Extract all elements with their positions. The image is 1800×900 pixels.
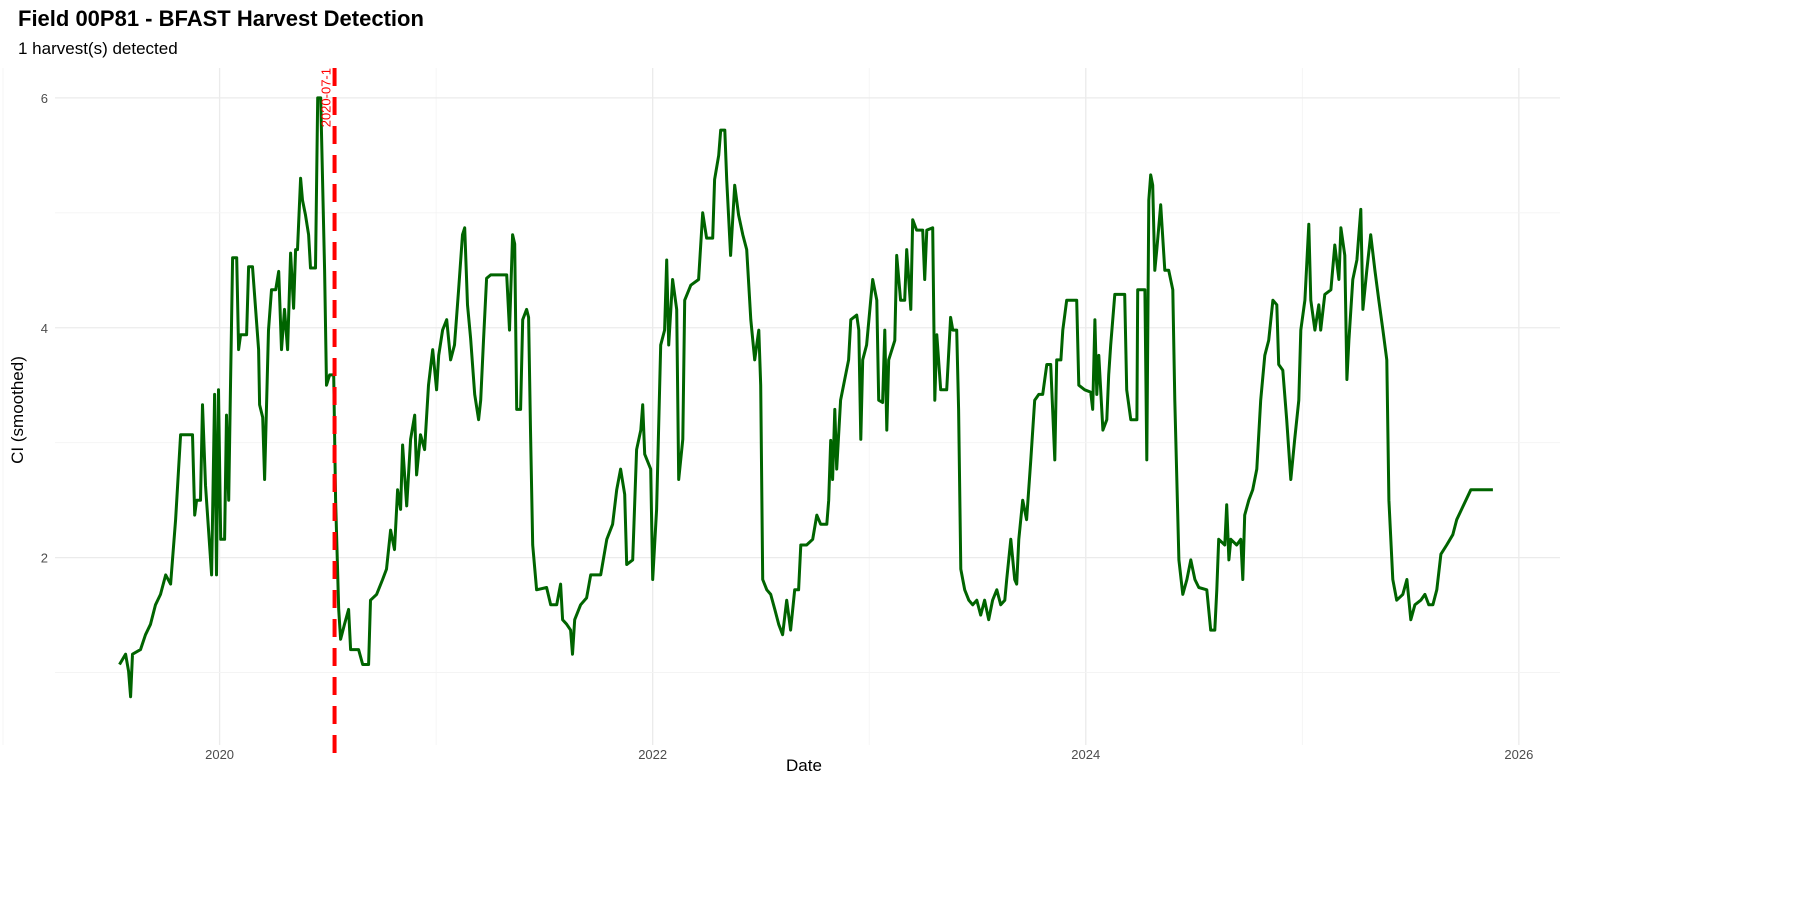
y-tick-label: 2 — [41, 551, 48, 566]
x-tick-label: 2024 — [1071, 747, 1100, 762]
x-tick-label: 2022 — [638, 747, 667, 762]
harvest-label: 2020-07-1 — [319, 68, 334, 127]
grid — [2, 68, 1560, 745]
y-axis: 2 4 6 — [41, 91, 48, 566]
y-axis-label: CI (smoothed) — [8, 356, 27, 464]
y-tick-label: 4 — [41, 321, 48, 336]
x-tick-label: 2026 — [1504, 747, 1533, 762]
x-axis-label: Date — [786, 756, 822, 775]
y-tick-label: 6 — [41, 91, 48, 106]
chart-title: Field 00P81 - BFAST Harvest Detection — [18, 6, 424, 31]
chart-subtitle: 1 harvest(s) detected — [18, 39, 178, 58]
harvest-markers: 2020-07-1 — [319, 68, 337, 757]
series-line — [118, 96, 1493, 699]
x-axis: 2020 2022 2024 2026 — [205, 747, 1533, 762]
x-tick-label: 2020 — [205, 747, 234, 762]
